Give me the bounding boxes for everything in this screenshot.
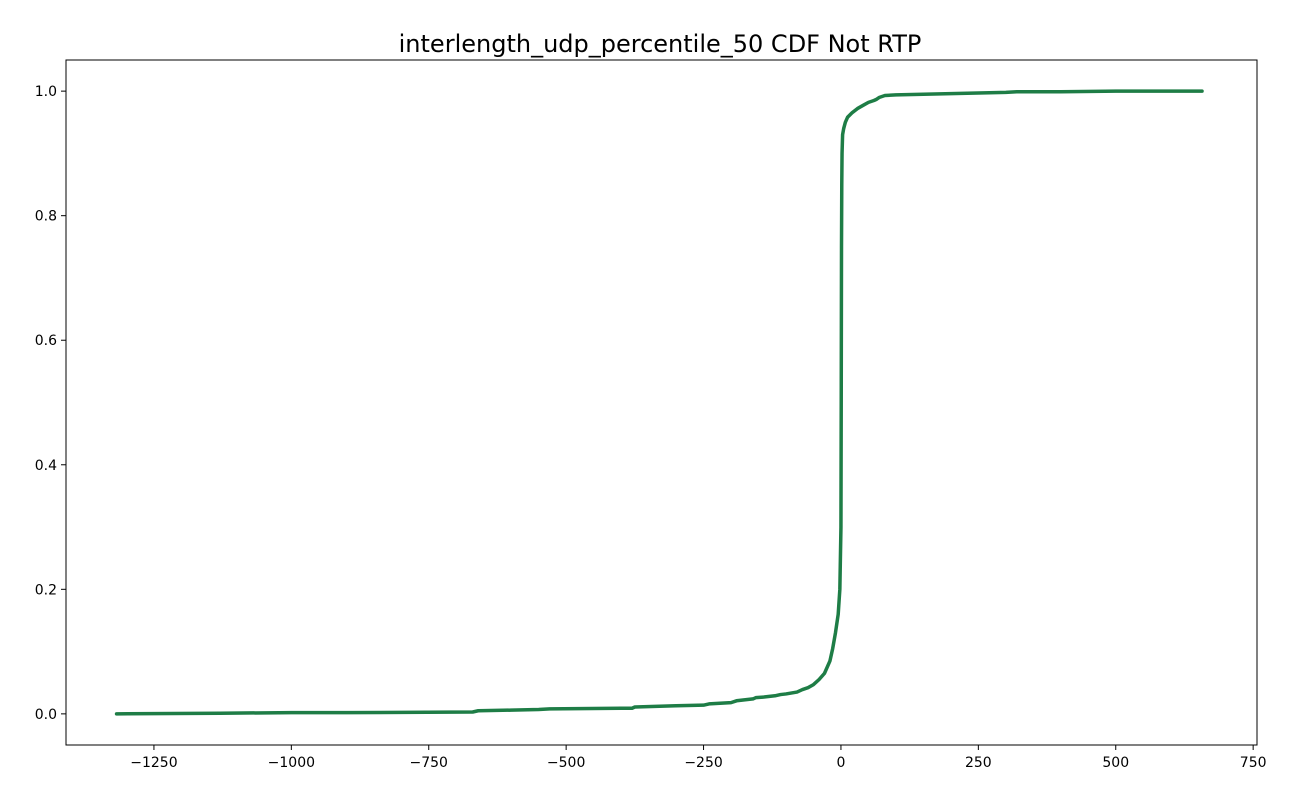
y-tick-label: 1.0 [35,84,57,100]
x-tick-label: 500 [1102,755,1129,771]
x-axis: −1250 −1000 −750 −500 −250 0 250 500 750 [130,745,1267,771]
plot-frame [65,59,1258,746]
y-tick-label: 0.2 [35,582,57,598]
y-tick-label: 0.4 [35,458,57,474]
x-tick-label: −1250 [130,755,177,771]
data-layer [114,89,1204,716]
x-tick-label: 750 [1240,755,1267,771]
x-tick-label: 250 [965,755,992,771]
y-tick-label: 0.0 [35,707,57,723]
x-tick-label: −250 [684,755,722,771]
x-tick-label: 0 [836,755,845,771]
y-axis: 0.0 0.2 0.4 0.6 0.8 1.0 [35,84,66,723]
chart-title: interlength_udp_percentile_50 CDF Not RT… [399,30,922,58]
series-line-0 [114,89,1204,716]
y-tick-label: 0.6 [35,333,57,349]
x-tick-label: −500 [547,755,585,771]
x-tick-label: −750 [410,755,448,771]
y-tick-label: 0.8 [35,209,57,225]
x-tick-label: −1000 [268,755,315,771]
